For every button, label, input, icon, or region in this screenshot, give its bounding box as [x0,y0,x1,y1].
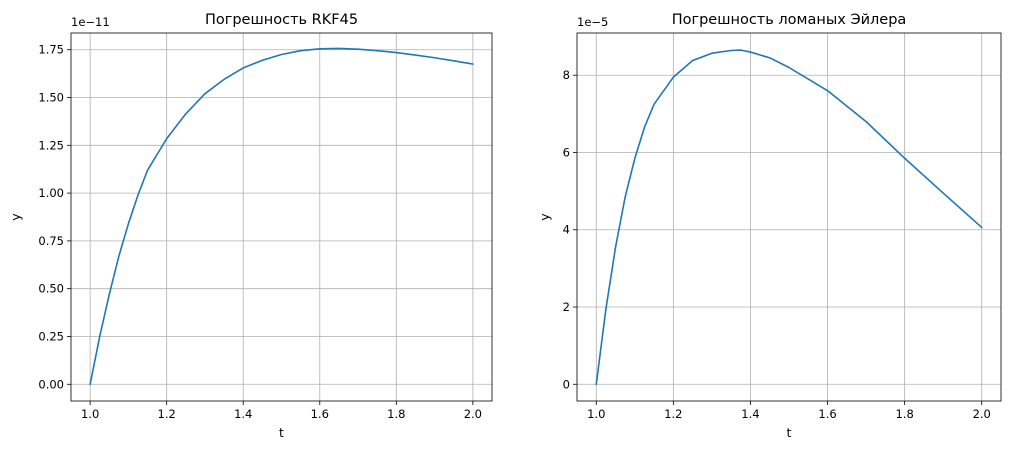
y-tick-label: 0.75 [38,234,64,248]
y-tick-label: 2 [563,300,570,314]
y-offset-label: 1e−5 [577,15,608,29]
x-tick-label: 2.0 [464,407,482,421]
x-axis-label: t [787,425,792,440]
plot-frame [70,32,493,402]
y-axis-label: y [537,213,552,221]
y-tick-label: 1.00 [38,186,64,200]
y-tick-label: 4 [563,223,570,237]
y-tick-label: 8 [563,68,570,82]
x-tick-label: 1.6 [311,407,329,421]
y-tick-label: 0.50 [38,282,64,296]
x-axis-label: t [279,425,284,440]
y-tick-label: 6 [563,145,570,159]
series-line [89,47,474,386]
chart-title: Погрешность ломаных Эйлера [672,12,907,28]
x-tick-label: 1.8 [387,407,405,421]
x-tick-label: 1.0 [587,407,605,421]
y-tick-label: 0.00 [38,377,64,391]
x-tick-label: 1.6 [818,407,836,421]
right-chart-euler-error: 1.0 1.2 1.4 1.6 1.8 2.0 0 2 4 6 8 1e−5 Погрешность л… [537,12,1002,440]
series-line [595,49,983,386]
x-tick-label: 2.0 [973,407,991,421]
x-tick-label: 1.4 [741,407,759,421]
chart-title: Погрешность RKF45 [205,12,358,28]
x-tick-label: 1.2 [664,407,682,421]
x-tick-label: 1.2 [158,407,176,421]
x-tick-label: 1.0 [81,407,99,421]
x-tick-label: 1.8 [895,407,913,421]
plot-frame [576,32,1002,402]
y-tick-label: 1.50 [38,91,64,105]
y-tick-label: 0 [563,377,570,391]
left-chart-rkf45-error: 1.0 1.2 1.4 1.6 1.8 2.0 0.00 0.25 0.50 0.75 1.00 1.… [8,12,493,440]
x-tick-label: 1.4 [234,407,252,421]
y-axis-label: y [8,213,23,221]
y-tick-label: 0.25 [38,329,64,343]
y-tick-label: 1.25 [38,138,64,152]
y-offset-label: 1e−11 [71,15,110,29]
y-tick-label: 1.75 [38,43,64,57]
